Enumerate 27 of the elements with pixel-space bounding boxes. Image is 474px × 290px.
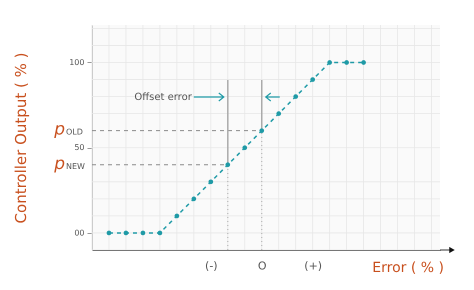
ref-line-label: pOLD bbox=[53, 120, 83, 140]
point bbox=[192, 196, 196, 202]
x-tick-label: (-) bbox=[205, 260, 218, 272]
point bbox=[344, 60, 349, 65]
y-axis-title: Controller Output ( % ) bbox=[12, 52, 30, 224]
point bbox=[361, 60, 366, 65]
y-tick-label: 100 bbox=[69, 58, 84, 67]
point bbox=[158, 230, 162, 236]
point bbox=[106, 230, 112, 236]
y-tick-label: 00 bbox=[74, 228, 84, 238]
point bbox=[327, 60, 332, 65]
point bbox=[276, 111, 282, 116]
x-tick-label: (+) bbox=[304, 260, 322, 272]
y-tick-label: 50 bbox=[74, 143, 84, 152]
point bbox=[242, 145, 248, 150]
point bbox=[293, 94, 298, 99]
point bbox=[174, 214, 180, 218]
point bbox=[259, 128, 264, 134]
point bbox=[310, 77, 316, 82]
annotation: Offset error bbox=[134, 92, 193, 103]
point bbox=[208, 179, 214, 184]
x-axis-title: Error ( % ) bbox=[372, 260, 444, 276]
x-tick-label: O bbox=[258, 260, 267, 272]
point bbox=[124, 230, 128, 236]
point bbox=[140, 230, 146, 236]
point bbox=[225, 162, 230, 168]
ref-line-label: pNEW bbox=[53, 154, 86, 174]
